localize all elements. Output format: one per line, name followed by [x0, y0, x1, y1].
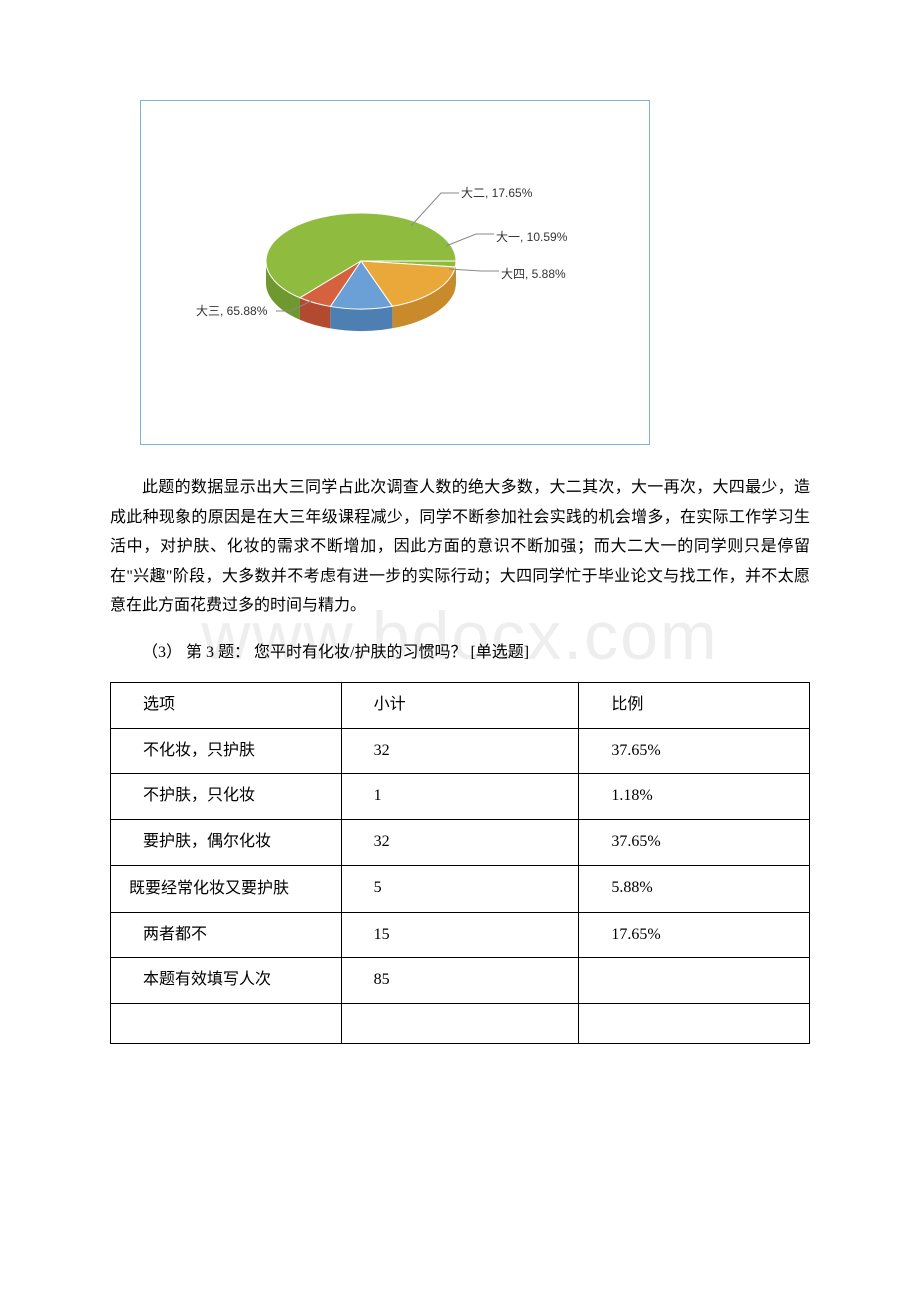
table-row-empty	[111, 1004, 810, 1044]
pie-label-da3: 大三, 65.88%	[196, 301, 267, 323]
table-cell: 要护肤，偶尔化妆	[111, 820, 342, 866]
table-cell-empty	[341, 1004, 579, 1044]
table-row: 不护肤，只化妆 1 1.18%	[111, 774, 810, 820]
pie-label-da1: 大一, 10.59%	[496, 227, 567, 249]
pie-chart-container: 大二, 17.65% 大一, 10.59% 大四, 5.88% 大三, 65.8…	[140, 100, 650, 445]
table-cell	[579, 958, 810, 1004]
table-cell: 不护肤，只化妆	[111, 774, 342, 820]
table-cell: 1.18%	[579, 774, 810, 820]
table-header-count: 小计	[341, 682, 579, 728]
pie-label-da4: 大四, 5.88%	[501, 264, 566, 286]
table-cell: 不化妆，只护肤	[111, 728, 342, 774]
pie-chart-svg	[141, 101, 651, 446]
table-cell-empty	[111, 1004, 342, 1044]
table-cell: 37.65%	[579, 820, 810, 866]
table-cell: 37.65%	[579, 728, 810, 774]
table-row: 本题有效填写人次 85	[111, 958, 810, 1004]
table-cell: 5	[341, 865, 579, 912]
table-header-option: 选项	[111, 682, 342, 728]
table-header-row: 选项 小计 比例	[111, 682, 810, 728]
table-row: 两者都不 15 17.65%	[111, 912, 810, 958]
table-cell: 85	[341, 958, 579, 1004]
survey-table: 选项 小计 比例 不化妆，只护肤 32 37.65% 不护肤，只化妆 1 1.1…	[110, 682, 810, 1044]
table-cell-empty	[579, 1004, 810, 1044]
analysis-paragraph: 此题的数据显示出大三同学占此次调查人数的绝大多数，大二其次，大一再次，大四最少，…	[110, 473, 810, 621]
table-cell: 32	[341, 820, 579, 866]
table-header-ratio: 比例	[579, 682, 810, 728]
table-row: 既要经常化妆又要护肤 5 5.88%	[111, 865, 810, 912]
table-row: 不化妆，只护肤 32 37.65%	[111, 728, 810, 774]
page-content: 大二, 17.65% 大一, 10.59% 大四, 5.88% 大三, 65.8…	[0, 0, 920, 1104]
table-cell: 两者都不	[111, 912, 342, 958]
table-cell: 32	[341, 728, 579, 774]
table-cell: 5.88%	[579, 865, 810, 912]
table-cell: 1	[341, 774, 579, 820]
table-row: 要护肤，偶尔化妆 32 37.65%	[111, 820, 810, 866]
table-cell: 15	[341, 912, 579, 958]
table-cell: 本题有效填写人次	[111, 958, 342, 1004]
table-cell: 既要经常化妆又要护肤	[111, 865, 342, 912]
question-3-title: （3） 第 3 题： 您平时有化妆/护肤的习惯吗？ [单选题]	[110, 639, 810, 668]
table-cell: 17.65%	[579, 912, 810, 958]
pie-label-da2: 大二, 17.65%	[461, 183, 532, 205]
